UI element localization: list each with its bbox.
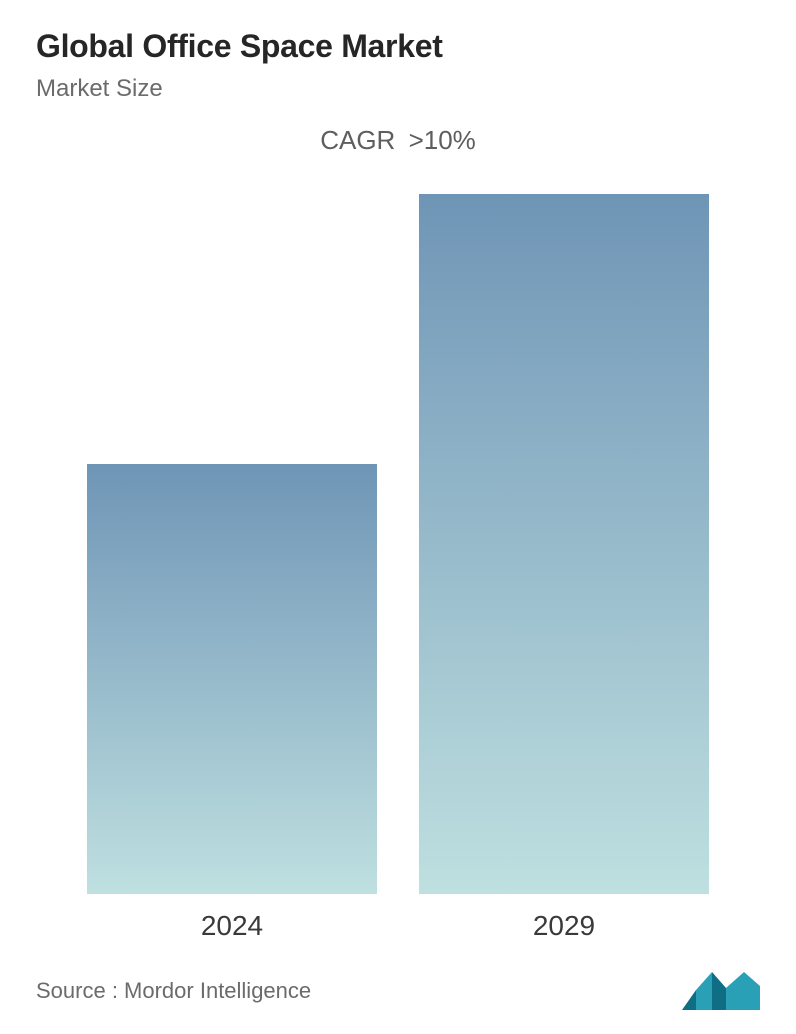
bar-chart: 2024 2029	[36, 206, 760, 942]
cagr-row: CAGR >10%	[36, 125, 760, 156]
bar-label-0: 2024	[201, 910, 263, 942]
footer: Source : Mordor Intelligence	[0, 942, 796, 1034]
chart-subtitle: Market Size	[36, 75, 760, 103]
chart-title: Global Office Space Market	[36, 28, 760, 65]
bar-label-1: 2029	[533, 910, 595, 942]
chart-container: Global Office Space Market Market Size C…	[0, 0, 796, 1034]
bar-1	[419, 194, 709, 894]
cagr-value: >10%	[409, 125, 476, 155]
cagr-label: CAGR	[320, 125, 395, 155]
bar-group-1: 2029	[419, 194, 709, 942]
bar-group-0: 2024	[87, 464, 377, 942]
mordor-logo-icon	[682, 972, 760, 1010]
source-text: Source : Mordor Intelligence	[36, 978, 311, 1004]
logo-bars	[682, 972, 760, 1010]
bar-0	[87, 464, 377, 894]
